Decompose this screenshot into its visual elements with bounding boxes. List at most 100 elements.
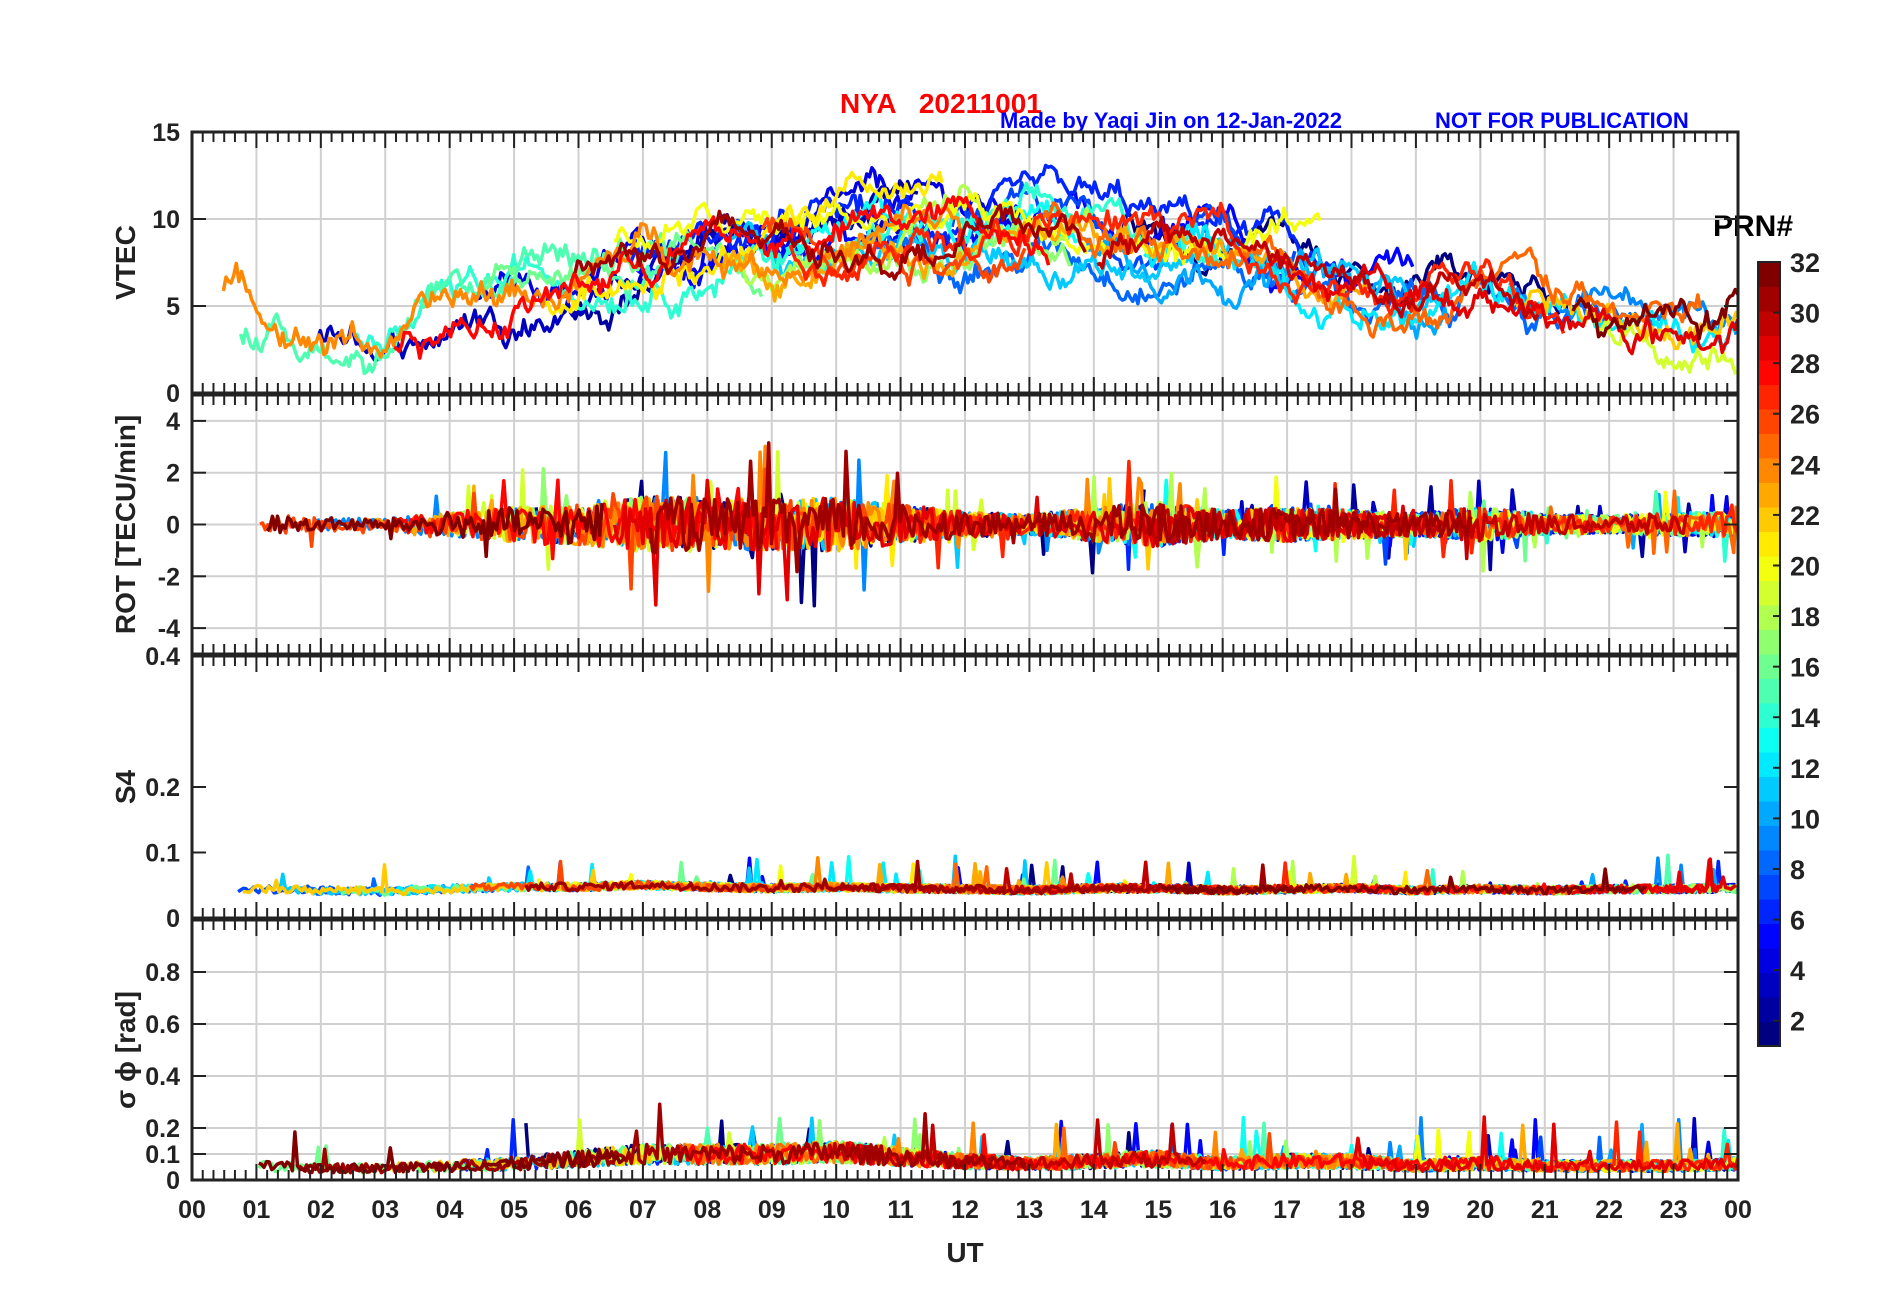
colorbar-segment (1758, 458, 1780, 483)
colorbar-segment (1758, 923, 1780, 949)
colorbar-segment (1758, 384, 1780, 410)
colorbar-segment (1758, 776, 1780, 802)
series-prn-32 (265, 502, 604, 559)
y-tick-label: -2 (158, 563, 180, 591)
y-tick-label: 0.4 (145, 643, 180, 671)
panel-sigma_phi: 00.10.2 0.4 0.6 0.8σ ϕ [rad] (110, 918, 1740, 1195)
x-tick-label: 06 (565, 1196, 593, 1224)
colorbar-segment (1758, 997, 1780, 1022)
colorbar-tick-label: 30 (1790, 299, 1820, 329)
colorbar-segment (1758, 580, 1780, 606)
colorbar-tick-label: 12 (1790, 754, 1820, 784)
y-tick-label: 0.1 (145, 1141, 180, 1169)
panel-s4: 0 0.1 0.2 0.4 S4 (110, 643, 1740, 933)
x-tick-label: 19 (1402, 1196, 1430, 1224)
x-tick-label: 04 (436, 1196, 464, 1224)
colorbar-segment (1758, 727, 1780, 753)
x-tick-label: 11 (887, 1196, 914, 1224)
colorbar-segment (1758, 482, 1780, 508)
colorbar-segment (1758, 899, 1780, 924)
series-prn-30 (827, 1118, 1207, 1172)
series-prn-32 (1571, 287, 1740, 341)
colorbar-segment (1758, 286, 1780, 312)
colorbar-segment (1758, 948, 1780, 973)
colorbar-segment (1758, 801, 1780, 826)
colorbar-tick-label: 32 (1790, 248, 1820, 278)
x-tick-label: 17 (1273, 1196, 1301, 1224)
colorbar-tick-label: 4 (1790, 956, 1805, 986)
y-axis-label: S4 (110, 769, 141, 804)
colorbar-tick-label: 20 (1790, 551, 1820, 581)
x-tick-label: 16 (1209, 1196, 1237, 1224)
colorbar-tick-label: 22 (1790, 501, 1820, 531)
colorbar-frame (1757, 261, 1781, 1047)
colorbar-segment (1758, 335, 1780, 361)
x-tick-label: 00 (1724, 1196, 1752, 1224)
y-axis-label: σ ϕ [rad] (110, 991, 141, 1109)
x-axis-label: UT (946, 1237, 983, 1268)
panel-rot: -4 -2 0 2 4 ROT [TECU/min] (110, 393, 1740, 656)
panel-frame (190, 654, 1740, 920)
y-tick-label: 0.4 (145, 1063, 180, 1091)
y-tick-label: 2 (166, 460, 180, 488)
series-prn-28 (393, 195, 1051, 360)
colorbar-segment (1758, 752, 1780, 777)
colorbar-tick-label: 26 (1790, 400, 1820, 430)
y-tick-label: 0.2 (145, 774, 180, 802)
colorbar-segment (1758, 556, 1780, 581)
x-tick-label: 07 (629, 1196, 657, 1224)
series-prn-32 (1160, 867, 1648, 896)
credit-text: Made by Yaqi Jin on 12-Jan-2022 (1000, 108, 1342, 133)
x-tick-label: 09 (758, 1196, 786, 1224)
colorbar-segment (1758, 703, 1780, 728)
y-tick-label: 0 (166, 905, 180, 933)
colorbar-tick-label: 14 (1790, 703, 1820, 733)
colorbar-title: PRN# (1713, 210, 1794, 243)
colorbar-tick-label: 18 (1790, 602, 1820, 632)
y-tick-label: 0 (166, 512, 180, 540)
x-tick-label: 00 (178, 1196, 206, 1224)
x-tick-label: 14 (1080, 1196, 1108, 1224)
x-tick-label: 13 (1016, 1196, 1044, 1224)
series-prn-31 (573, 203, 1087, 281)
x-tick-label: 12 (951, 1196, 979, 1224)
y-tick-label: 0.2 (145, 1115, 180, 1143)
colorbar-segment (1758, 1021, 1780, 1047)
chart-title: NYA 20211001 (840, 88, 1042, 119)
colorbar-tick-label: 24 (1790, 450, 1820, 480)
y-tick-label: 15 (152, 119, 180, 147)
colorbar-segment (1758, 433, 1780, 459)
x-tick-label: 05 (500, 1196, 528, 1224)
series-prn-29 (1267, 254, 1740, 356)
colorbar-tick-label: 10 (1790, 804, 1820, 834)
x-tick-label: 02 (307, 1196, 335, 1224)
colorbar-segment (1758, 311, 1780, 336)
colorbar-segment (1758, 605, 1780, 630)
series-prn-31 (648, 441, 1473, 574)
series-prn-25 (1041, 201, 1703, 339)
colorbar-segment (1758, 972, 1780, 998)
y-tick-label: 4 (166, 408, 180, 436)
colorbar-tick-label: 8 (1790, 855, 1805, 885)
series-prn-28 (1351, 858, 1722, 896)
colorbar-segment (1758, 678, 1780, 704)
x-tick-label: 22 (1595, 1196, 1623, 1224)
x-tick-label: 23 (1660, 1196, 1688, 1224)
colorbar-segment (1758, 531, 1780, 557)
x-tick-label: 10 (822, 1196, 850, 1224)
colorbar-tick-label: 6 (1790, 906, 1805, 936)
colorbar-segment (1758, 629, 1780, 655)
colorbar-segment (1758, 409, 1780, 434)
colorbar-segment (1758, 507, 1780, 532)
series-prn-30 (1137, 502, 1690, 561)
y-axis-label: ROT [TECU/min] (110, 415, 141, 634)
y-tick-label: 0.1 (145, 840, 180, 868)
y-tick-label: 0.8 (145, 959, 180, 987)
y-tick-label: 0.6 (145, 1011, 180, 1039)
x-tick-label: 01 (243, 1196, 271, 1224)
colorbar-tick-label: 28 (1790, 349, 1820, 379)
colorbar-segment (1758, 825, 1780, 851)
y-tick-label: 0 (166, 380, 180, 408)
series-prn-19 (1577, 296, 1738, 376)
